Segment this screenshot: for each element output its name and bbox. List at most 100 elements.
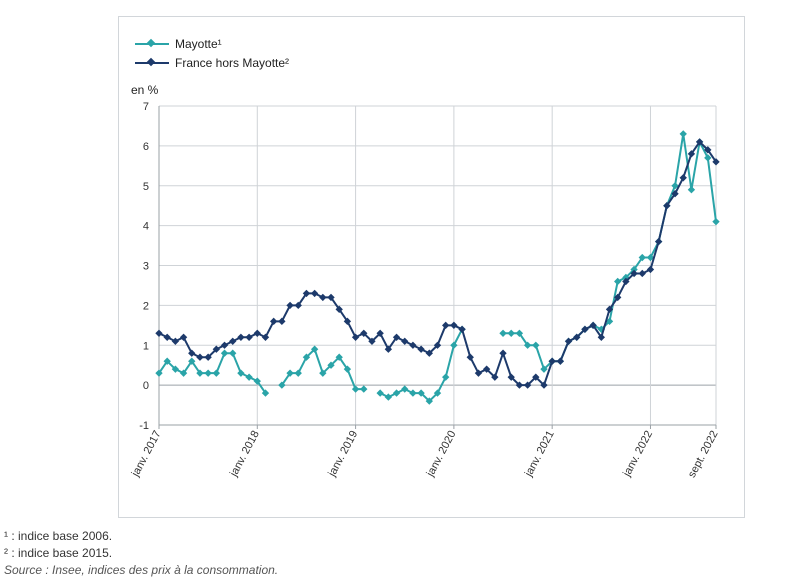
- data-point: [401, 385, 409, 393]
- data-point: [630, 265, 638, 274]
- data-point: [163, 357, 171, 365]
- data-point: [392, 389, 401, 397]
- data-point: [614, 293, 622, 302]
- legend-label-mayotte: Mayotte¹: [175, 36, 222, 51]
- data-point: [515, 381, 524, 389]
- data-point: [368, 337, 376, 345]
- data-point: [409, 341, 417, 349]
- data-point: [278, 317, 286, 326]
- series-line: [503, 132, 717, 371]
- x-tick-label: janv. 2018: [227, 429, 262, 480]
- data-point: [499, 329, 507, 337]
- data-point: [237, 369, 245, 377]
- data-point: [392, 333, 401, 341]
- data-point: [212, 369, 221, 377]
- data-point: [491, 373, 499, 381]
- data-point: [671, 182, 679, 190]
- data-point: [335, 305, 343, 314]
- data-point: [581, 325, 589, 333]
- chart-legend: Mayotte¹ France hors Mayotte²: [135, 34, 289, 72]
- data-point: [482, 365, 491, 373]
- legend-item-mayotte: Mayotte¹: [135, 34, 289, 53]
- data-point: [261, 389, 270, 397]
- y-tick-label: -1: [139, 420, 149, 432]
- y-tick-label: 6: [143, 141, 149, 153]
- data-point: [188, 349, 196, 357]
- data-point: [515, 329, 524, 337]
- data-point: [622, 277, 630, 286]
- data-point: [417, 345, 425, 353]
- legend-swatch-france: [135, 57, 169, 69]
- data-point: [417, 389, 425, 397]
- data-point: [564, 337, 573, 345]
- data-point: [679, 174, 687, 182]
- data-point: [319, 293, 327, 302]
- legend-label-france: France hors Mayotte²: [175, 55, 290, 70]
- data-point: [343, 365, 352, 373]
- data-point: [220, 349, 229, 357]
- data-point: [556, 357, 565, 365]
- data-point: [663, 202, 671, 210]
- data-point: [196, 353, 204, 361]
- data-point: [155, 329, 163, 337]
- data-point: [425, 397, 433, 405]
- data-point: [442, 373, 450, 381]
- data-point: [220, 341, 229, 349]
- data-point: [302, 353, 311, 361]
- data-point: [433, 389, 442, 397]
- footnote-1: ¹ : indice base 2006.: [4, 529, 113, 543]
- data-point: [163, 333, 171, 341]
- data-point: [687, 150, 696, 158]
- series-france: [155, 138, 720, 389]
- data-point: [229, 349, 237, 357]
- data-point: [229, 337, 237, 345]
- data-point: [499, 349, 507, 357]
- data-point: [196, 369, 204, 377]
- data-point: [671, 190, 679, 198]
- x-tick-label: janv. 2017: [129, 429, 164, 480]
- data-point: [245, 373, 253, 381]
- data-point: [532, 373, 540, 381]
- data-point: [294, 301, 302, 310]
- data-point: [679, 130, 687, 138]
- y-axis-unit-label: en %: [131, 83, 159, 97]
- x-tick-label: janv. 2022: [621, 429, 656, 480]
- data-point: [548, 357, 556, 365]
- y-tick-label: 3: [143, 261, 149, 273]
- data-point: [204, 369, 212, 377]
- data-point: [523, 341, 532, 349]
- data-point: [360, 329, 368, 337]
- data-point: [351, 333, 360, 341]
- source-note: Source : Insee, indices des prix à la co…: [4, 563, 279, 577]
- data-point: [638, 253, 646, 262]
- data-point: [335, 353, 343, 361]
- data-point: [638, 269, 646, 278]
- data-point: [540, 381, 548, 389]
- data-point: [646, 265, 655, 274]
- data-point: [302, 289, 311, 298]
- data-point: [450, 321, 458, 329]
- y-axis-ticks: -1 0 1 2 3 4 5 6 7: [139, 101, 149, 432]
- data-point: [695, 138, 704, 146]
- data-point: [179, 369, 188, 377]
- data-point: [351, 385, 360, 393]
- data-point: [401, 337, 409, 345]
- data-point: [704, 154, 712, 162]
- data-point: [310, 289, 319, 298]
- data-point: [155, 369, 163, 377]
- series-line: [281, 348, 364, 391]
- data-point: [278, 381, 286, 389]
- data-point: [376, 329, 384, 337]
- y-tick-label: 7: [143, 101, 149, 113]
- y-tick-label: 2: [143, 300, 149, 312]
- footnote-2: ² : indice base 2015.: [4, 546, 113, 560]
- data-point: [204, 353, 212, 361]
- data-point: [360, 385, 368, 393]
- data-point: [458, 325, 466, 333]
- data-point: [327, 293, 335, 302]
- data-point: [171, 337, 180, 345]
- x-axis-ticks: janv. 2017 janv. 2018 janv. 2019 janv. 2020…: [129, 425, 721, 480]
- data-point: [605, 317, 614, 326]
- chart-series: [155, 130, 720, 405]
- data-point: [261, 333, 270, 341]
